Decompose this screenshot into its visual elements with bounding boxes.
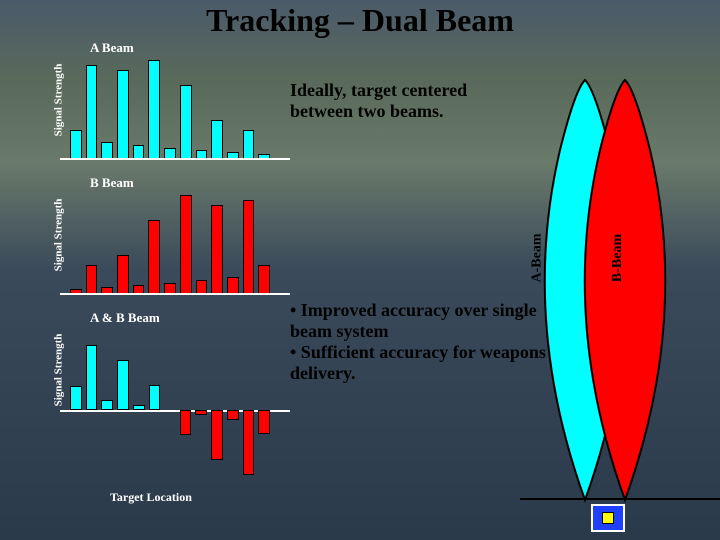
bar [180, 410, 192, 435]
bar [258, 265, 270, 295]
chart-ab-bars-down [70, 410, 270, 475]
chart-a-ylabel: Signal Strength [52, 64, 64, 137]
bar [227, 410, 239, 420]
chart-ab-bars-up [70, 310, 270, 410]
bar [195, 410, 207, 415]
chart-ab-beam: Signal Strength A & B Beam Target Locati… [30, 310, 280, 510]
bar [86, 65, 98, 160]
a-beam-label: A-Beam [530, 234, 546, 283]
chart-a-title: A Beam [90, 40, 134, 56]
bar [86, 265, 98, 295]
bar [117, 255, 129, 295]
chart-b-baseline [60, 293, 290, 295]
bar [149, 385, 161, 410]
chart-a-bars [70, 60, 270, 160]
bar [101, 400, 113, 410]
beam-lobes: A-Beam B-Beam [530, 70, 680, 510]
bar [180, 195, 192, 295]
bar [243, 130, 255, 160]
bar [148, 60, 160, 160]
bar [243, 200, 255, 295]
bar [117, 360, 129, 410]
chart-b-beam: Signal Strength B Beam [30, 175, 280, 295]
target-location-label: Target Location [110, 490, 192, 505]
chart-ab-ylabel: Signal Strength [52, 334, 64, 407]
ground-line [520, 498, 720, 500]
chart-b-bars [70, 195, 270, 295]
intro-text: Ideally, target centered between two bea… [290, 80, 520, 122]
target-marker [591, 504, 625, 532]
bar [211, 410, 223, 460]
bar [180, 85, 192, 160]
bullet-list: • Improved accuracy over single beam sys… [290, 300, 550, 384]
b-beam-label: B-Beam [610, 234, 626, 282]
chart-b-title: B Beam [90, 175, 134, 191]
chart-a-baseline [60, 158, 290, 160]
bar [243, 410, 255, 475]
bar [86, 345, 98, 410]
chart-b-ylabel: Signal Strength [52, 199, 64, 272]
bar [70, 130, 82, 160]
bar [148, 220, 160, 295]
bar [258, 410, 270, 434]
bar [211, 120, 223, 160]
target-inner-icon [602, 512, 614, 524]
chart-a-beam: Signal Strength A Beam [30, 40, 280, 160]
bar [117, 70, 129, 160]
bar [211, 205, 223, 295]
page-title: Tracking – Dual Beam [0, 2, 720, 39]
bar [70, 386, 82, 410]
